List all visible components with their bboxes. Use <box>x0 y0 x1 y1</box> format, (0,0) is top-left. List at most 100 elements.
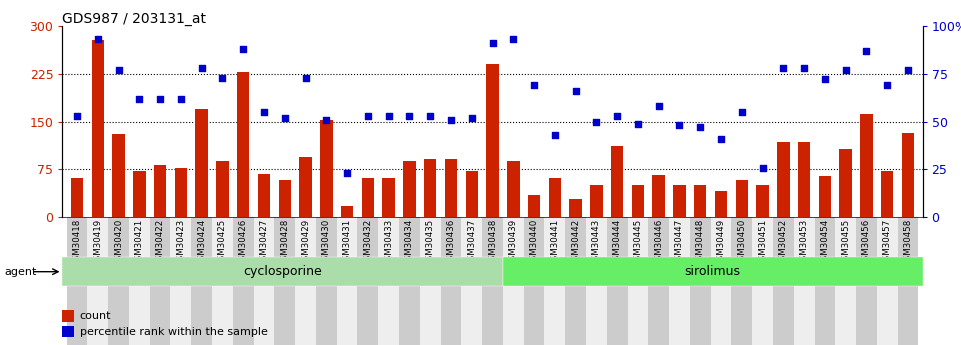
Bar <box>216 161 229 217</box>
Bar <box>465 171 478 217</box>
Bar <box>503 217 524 345</box>
Bar <box>524 217 545 345</box>
Bar <box>440 217 461 345</box>
Point <box>360 113 376 119</box>
Point <box>132 96 147 101</box>
Point <box>277 115 292 120</box>
Bar <box>756 186 769 217</box>
Bar <box>773 217 794 345</box>
Bar <box>507 161 520 217</box>
Point <box>505 37 521 42</box>
Point <box>734 109 750 115</box>
Bar <box>71 178 84 217</box>
Bar <box>254 217 275 345</box>
Bar <box>129 217 150 345</box>
Bar <box>798 142 810 217</box>
Bar <box>694 186 706 217</box>
Point <box>693 125 708 130</box>
Bar <box>715 190 727 217</box>
Bar <box>379 217 399 345</box>
Point <box>485 40 501 46</box>
Point <box>797 65 812 71</box>
Bar <box>299 157 311 217</box>
Point <box>651 104 666 109</box>
Bar <box>628 217 649 345</box>
Bar <box>445 159 457 217</box>
Bar <box>112 134 125 217</box>
Bar <box>154 165 166 217</box>
Bar <box>461 217 482 345</box>
Point <box>817 77 832 82</box>
Bar <box>735 180 748 217</box>
Text: cyclosporine: cyclosporine <box>243 265 322 278</box>
Text: agent: agent <box>5 267 37 277</box>
Bar <box>87 217 109 345</box>
Point <box>214 75 230 80</box>
Point <box>859 48 875 53</box>
Point <box>547 132 562 138</box>
Bar <box>316 217 336 345</box>
Bar <box>237 72 250 217</box>
Bar <box>674 186 686 217</box>
Point <box>755 165 771 170</box>
Point <box>194 65 209 71</box>
Text: sirolimus: sirolimus <box>685 265 741 278</box>
Bar <box>881 171 894 217</box>
Bar <box>611 146 624 217</box>
Point <box>527 82 542 88</box>
Bar <box>794 217 815 345</box>
Bar <box>175 168 187 217</box>
Bar <box>357 217 379 345</box>
Bar <box>777 142 790 217</box>
Point <box>235 46 251 52</box>
Bar <box>876 217 898 345</box>
Bar <box>320 120 333 217</box>
Bar <box>212 217 233 345</box>
Bar <box>606 217 628 345</box>
Bar <box>731 217 752 345</box>
Point <box>464 115 480 120</box>
Bar <box>279 180 291 217</box>
Point <box>900 67 916 73</box>
Bar <box>669 217 690 345</box>
Bar <box>341 206 354 217</box>
Point <box>838 67 853 73</box>
Bar <box>420 217 440 345</box>
Point <box>423 113 438 119</box>
Bar <box>549 178 561 217</box>
Bar <box>649 217 669 345</box>
Point <box>713 136 728 141</box>
Bar <box>399 217 420 345</box>
Point <box>776 65 791 71</box>
Bar <box>195 109 208 217</box>
Bar <box>482 217 503 345</box>
Point <box>90 37 106 42</box>
Bar <box>382 178 395 217</box>
Bar <box>336 217 357 345</box>
Text: GDS987 / 203131_at: GDS987 / 203131_at <box>62 12 207 26</box>
Bar <box>191 217 212 345</box>
Bar <box>856 217 876 345</box>
Bar <box>361 178 374 217</box>
Point <box>173 96 188 101</box>
Bar <box>258 174 270 217</box>
Bar <box>404 161 416 217</box>
Bar <box>233 217 254 345</box>
Point <box>298 75 313 80</box>
Bar <box>901 133 914 217</box>
Bar <box>295 217 316 345</box>
Bar <box>590 186 603 217</box>
Point <box>257 109 272 115</box>
Bar <box>752 217 773 345</box>
Point <box>672 123 687 128</box>
Point <box>879 82 895 88</box>
Bar <box>150 217 170 345</box>
Bar <box>815 217 835 345</box>
Bar <box>840 149 851 217</box>
Point <box>111 67 126 73</box>
Point <box>443 117 458 122</box>
Bar <box>653 175 665 217</box>
Bar <box>91 40 104 217</box>
Point <box>609 113 625 119</box>
Bar <box>565 217 586 345</box>
